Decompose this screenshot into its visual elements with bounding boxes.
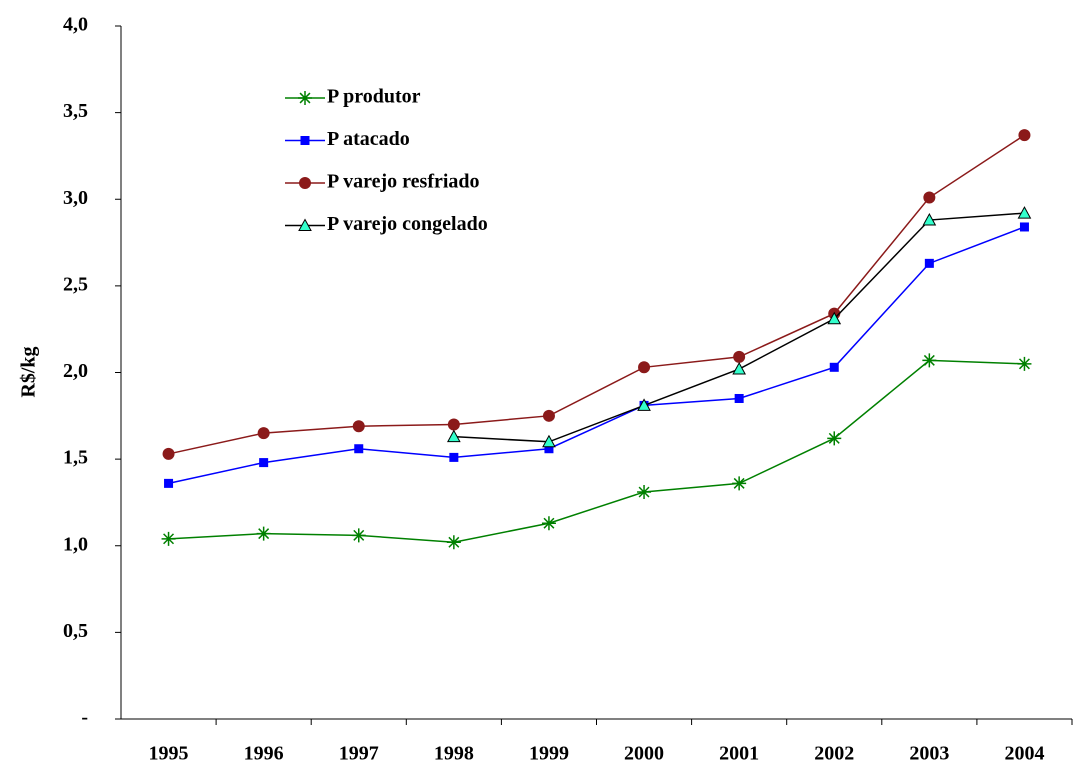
x-tick-label: 2004 bbox=[1004, 743, 1044, 765]
y-tick-label: 1,0 bbox=[63, 533, 88, 555]
marker bbox=[1018, 129, 1031, 142]
marker bbox=[447, 429, 461, 443]
series-line bbox=[453, 212, 1025, 443]
marker bbox=[161, 531, 176, 546]
legend-marker bbox=[298, 91, 312, 105]
marker bbox=[829, 362, 839, 372]
marker bbox=[923, 191, 936, 204]
series-line bbox=[168, 134, 1025, 455]
marker bbox=[257, 427, 270, 440]
legend-label: P atacado bbox=[327, 128, 410, 150]
x-tick-label: 1996 bbox=[244, 743, 284, 765]
marker bbox=[922, 212, 937, 226]
legend-label: P varejo congelado bbox=[327, 213, 488, 235]
y-tick-label: 3,5 bbox=[63, 100, 88, 122]
marker bbox=[638, 361, 651, 374]
marker bbox=[541, 516, 556, 531]
marker bbox=[544, 444, 554, 454]
marker bbox=[733, 350, 746, 363]
marker bbox=[259, 458, 269, 468]
marker bbox=[1017, 206, 1032, 219]
legend-marker bbox=[300, 136, 310, 145]
y-axis-label: R$/kg bbox=[18, 346, 40, 397]
marker bbox=[1019, 222, 1029, 232]
marker bbox=[827, 431, 842, 446]
x-tick-label: 2000 bbox=[624, 743, 664, 765]
marker bbox=[1017, 356, 1032, 371]
y-tick-label: - bbox=[81, 707, 88, 729]
marker bbox=[256, 526, 271, 541]
marker bbox=[732, 361, 746, 375]
y-tick-label: 0,5 bbox=[63, 620, 88, 642]
legend-marker bbox=[299, 177, 311, 189]
marker bbox=[162, 447, 175, 460]
marker bbox=[637, 485, 652, 500]
marker bbox=[827, 311, 842, 325]
marker bbox=[732, 476, 747, 491]
marker bbox=[351, 528, 366, 543]
marker bbox=[352, 420, 365, 433]
x-tick-label: 2003 bbox=[909, 743, 949, 765]
y-tick-label: 4,0 bbox=[63, 14, 88, 36]
legend-label: P varejo resfriado bbox=[327, 171, 480, 193]
marker bbox=[449, 452, 459, 462]
x-tick-label: 1995 bbox=[149, 743, 189, 765]
marker bbox=[447, 418, 460, 431]
marker bbox=[924, 258, 934, 268]
x-tick-label: 2001 bbox=[719, 743, 759, 765]
y-tick-label: 2,0 bbox=[63, 360, 88, 382]
marker bbox=[446, 535, 461, 550]
marker bbox=[542, 434, 556, 448]
y-tick-label: 2,5 bbox=[63, 273, 88, 295]
marker bbox=[922, 353, 937, 368]
x-tick-label: 2002 bbox=[814, 743, 854, 765]
marker bbox=[354, 444, 364, 454]
marker bbox=[542, 409, 555, 422]
y-tick-label: 3,0 bbox=[63, 187, 88, 209]
legend-marker bbox=[298, 218, 312, 231]
marker bbox=[734, 393, 744, 403]
x-tick-label: 1997 bbox=[339, 743, 379, 765]
series-line bbox=[168, 226, 1025, 485]
legend-label: P produtor bbox=[327, 86, 421, 108]
y-tick-label: 1,5 bbox=[63, 447, 88, 469]
x-tick-label: 1999 bbox=[529, 743, 569, 765]
x-tick-label: 1998 bbox=[434, 743, 474, 765]
series-line bbox=[168, 359, 1025, 544]
marker bbox=[637, 398, 651, 411]
marker bbox=[164, 478, 174, 488]
